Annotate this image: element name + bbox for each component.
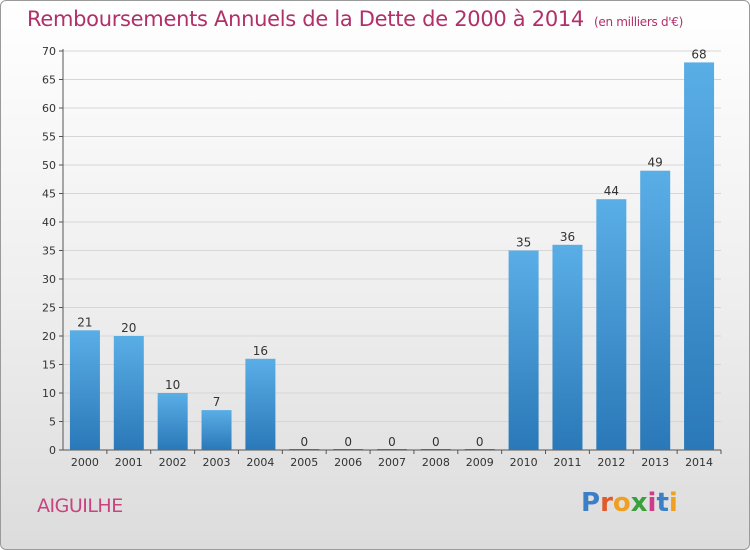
bar-2013 <box>640 170 671 450</box>
bar-2014 <box>684 62 715 451</box>
y-tick-label: 25 <box>42 302 56 315</box>
bar-2008 <box>420 449 451 450</box>
x-tick-label-2009: 2009 <box>466 456 494 469</box>
x-tick-label-2008: 2008 <box>422 456 450 469</box>
y-tick-label: 50 <box>42 159 56 172</box>
logo-letter: i <box>647 488 657 518</box>
x-tick-label-2006: 2006 <box>334 456 362 469</box>
x-tick-label-2002: 2002 <box>159 456 187 469</box>
bar-2011 <box>552 244 583 450</box>
bar-2004 <box>245 358 276 450</box>
data-label-2011: 36 <box>560 230 575 244</box>
data-label-2008: 0 <box>432 435 440 449</box>
logo-letter: r <box>600 488 613 518</box>
data-label-2003: 7 <box>213 395 221 409</box>
x-tick-label-2011: 2011 <box>553 456 581 469</box>
x-tick-label-2004: 2004 <box>246 456 274 469</box>
x-tick-label-2010: 2010 <box>510 456 538 469</box>
x-tick-label-2007: 2007 <box>378 456 406 469</box>
data-label-2007: 0 <box>388 435 396 449</box>
x-tick-label-2000: 2000 <box>71 456 99 469</box>
y-tick-label: 15 <box>42 359 56 372</box>
y-tick-label: 0 <box>49 444 56 457</box>
bar-2002 <box>157 393 188 450</box>
chart-subtitle: (en milliers d'€) <box>594 15 684 29</box>
x-tick-label-2012: 2012 <box>597 456 625 469</box>
y-tick-label: 10 <box>42 387 56 400</box>
data-label-2002: 10 <box>165 378 180 392</box>
logo-letter: o <box>612 488 631 518</box>
bar-2012 <box>596 199 627 450</box>
y-tick-label: 55 <box>42 131 56 144</box>
bar-2000 <box>69 330 100 450</box>
title-text: Remboursements Annuels de la Dette de 20… <box>27 7 584 31</box>
data-label-2004: 16 <box>253 344 268 358</box>
y-tick-label: 35 <box>42 245 56 258</box>
y-tick-label: 70 <box>42 45 56 58</box>
chart-title: Remboursements Annuels de la Dette de 20… <box>27 7 683 31</box>
data-label-2012: 44 <box>604 184 619 198</box>
y-tick-label: 65 <box>42 74 56 87</box>
y-tick-label: 40 <box>42 216 56 229</box>
bar-2003 <box>201 410 232 450</box>
x-tick-label-2001: 2001 <box>115 456 143 469</box>
logo-letter: t <box>656 488 669 518</box>
y-tick-label: 20 <box>42 330 56 343</box>
x-tick-label-2014: 2014 <box>685 456 713 469</box>
data-label-2013: 49 <box>648 156 663 170</box>
x-tick-label-2013: 2013 <box>641 456 669 469</box>
logo-letter: P <box>581 488 601 518</box>
logo-letter: x <box>630 488 648 518</box>
bar-2001 <box>113 336 144 450</box>
x-tick-label-2005: 2005 <box>290 456 318 469</box>
bar-2010 <box>508 250 539 450</box>
logo-letter: i <box>668 488 678 518</box>
proxiti-logo: Proxiti <box>581 488 678 518</box>
data-labels: 21 20 10 7 16 0 0 0 0 0 35 36 44 49 68 <box>77 47 706 449</box>
data-label-2009: 0 <box>476 435 484 449</box>
bar-2006 <box>333 449 364 450</box>
data-label-2010: 35 <box>516 236 531 250</box>
bars <box>69 62 715 451</box>
y-tick-label: 30 <box>42 273 56 286</box>
bar-2009 <box>464 449 495 450</box>
data-label-2006: 0 <box>344 435 352 449</box>
bar-2005 <box>289 449 320 450</box>
x-tick-label-2003: 2003 <box>203 456 231 469</box>
data-label-2014: 68 <box>691 47 706 61</box>
data-label-2000: 21 <box>77 315 92 329</box>
bar-2007 <box>377 449 407 450</box>
data-label-2001: 20 <box>121 321 136 335</box>
commune-name: AIGUILHE <box>37 495 123 517</box>
y-tick-label: 60 <box>42 102 56 115</box>
data-label-2005: 0 <box>300 435 308 449</box>
y-tick-label: 5 <box>49 416 56 429</box>
y-tick-label: 45 <box>42 188 56 201</box>
